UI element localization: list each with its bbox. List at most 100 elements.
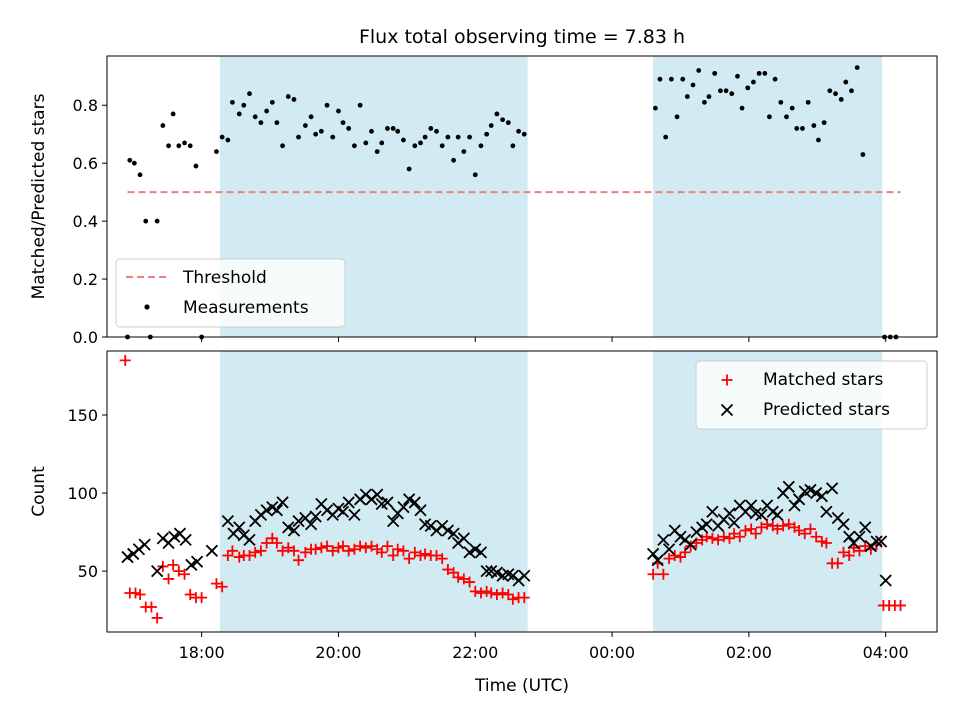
predicted-star-point [260, 504, 273, 517]
measurement-point [455, 134, 461, 140]
predicted-star-point [447, 527, 460, 540]
measurement-point [827, 88, 833, 94]
measurement-point [778, 99, 784, 105]
matched-star-point [706, 532, 718, 544]
matched-star-point [464, 576, 476, 588]
y-tick-label: 100 [67, 484, 98, 503]
top-panel: 0.0 0.2 0.4 0.6 0.8 Matched/Predicted stars Th… [29, 55, 938, 347]
predicted-star-point [190, 555, 204, 568]
measurement-point [187, 143, 193, 149]
measurement-point [252, 114, 258, 120]
measurement-point [422, 134, 428, 140]
predicted-star-point [843, 530, 856, 543]
measurement-point [418, 140, 423, 146]
matched-star-point [647, 568, 659, 580]
measurement-point [127, 157, 133, 163]
matched-star-point [151, 612, 163, 624]
measurement-point [318, 128, 324, 134]
measurement-point [214, 149, 219, 154]
matched-star-point [685, 540, 697, 552]
matched-star-point [804, 523, 816, 535]
predicted-star-point [397, 500, 410, 514]
matched-star-point [337, 540, 349, 552]
measurement-point [767, 114, 772, 120]
legend-predicted-label: Predicted stars [763, 400, 890, 420]
matched-star-point [261, 537, 273, 549]
matched-star-point [832, 557, 844, 569]
predicted-star-point [646, 547, 660, 561]
predicted-star-point [309, 510, 322, 523]
y-axis-label: Matched/Predicted stars [29, 93, 49, 299]
measurement-point [445, 134, 451, 140]
measurement-point [230, 99, 235, 105]
predicted-star-point [853, 530, 866, 543]
measurement-point [854, 65, 860, 70]
measurement-point [302, 123, 308, 128]
matched-star-point [145, 601, 157, 613]
matched-star-point [310, 543, 322, 555]
measurement-point [428, 126, 434, 131]
measurement-point [843, 79, 849, 85]
x-axis-label: Time (UTC) [474, 676, 569, 696]
measurement-point [751, 79, 756, 85]
shaded-span [653, 56, 883, 337]
y-tick-label: 0.2 [73, 270, 98, 289]
predicted-star-point [837, 518, 850, 531]
predicted-star-point [859, 521, 872, 534]
predicted-star-point [810, 486, 823, 500]
matched-star-point [348, 543, 360, 555]
measurement-point [166, 143, 171, 149]
chart-title: Flux total observing time = 7.83 h [359, 26, 685, 48]
matched-star-point [216, 581, 228, 593]
measurement-point [821, 120, 827, 126]
matched-star-point [799, 528, 811, 540]
measurement-point [652, 105, 658, 111]
measurement-point [395, 128, 401, 134]
matched-star-point [859, 540, 871, 552]
measurement-point [772, 76, 778, 82]
measurement-point [439, 143, 445, 149]
matched-star-point [327, 545, 339, 557]
matched-star-point [430, 550, 442, 562]
matched-star-point [442, 564, 454, 576]
x-tick-label: 18:00 [179, 643, 225, 662]
measurement-point [280, 143, 285, 149]
measurement-point [219, 134, 225, 140]
predicted-star-point [657, 533, 670, 547]
matched-star-point [387, 550, 399, 562]
matched-star-point [249, 546, 261, 558]
predicted-star-point [463, 546, 476, 559]
measurement-point [340, 120, 346, 126]
matched-star-point [663, 553, 675, 565]
predicted-star-point [221, 515, 234, 528]
measurement-point [833, 91, 838, 97]
matched-star-point [895, 599, 907, 611]
x-tick-label: 00:00 [589, 643, 635, 662]
matched-star-point [750, 528, 762, 540]
measurement-point [745, 85, 751, 91]
measurement-point [363, 140, 369, 146]
predicted-star-point [287, 524, 301, 537]
measurement-point [352, 143, 357, 149]
predicted-star-point [276, 496, 289, 509]
measurement-point [516, 128, 521, 134]
x-tick-label: 04:00 [863, 643, 909, 662]
matched-star-point [810, 531, 822, 543]
matched-star-point [409, 546, 421, 558]
matched-star-point [277, 545, 289, 557]
matched-star-point [134, 589, 146, 601]
measurement-point [406, 166, 412, 172]
measurement-point [684, 94, 690, 99]
x-tick-label: 20:00 [315, 643, 361, 662]
y-tick-label: 0.8 [73, 96, 98, 115]
predicted-star-point [771, 508, 784, 522]
measurement-point [521, 131, 527, 137]
matched-star-point [288, 545, 300, 557]
measurement-point [494, 111, 500, 117]
matched-star-point [718, 531, 730, 543]
matched-star-point [293, 554, 305, 566]
matched-star-point [179, 568, 191, 580]
matched-star-point [755, 521, 767, 533]
axes-frame [106, 55, 938, 338]
legend-threshold-label: Threshold [182, 268, 267, 288]
